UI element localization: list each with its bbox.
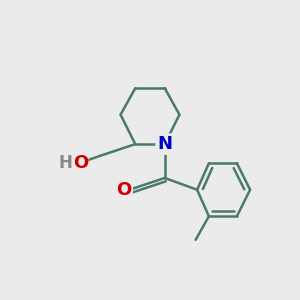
Text: H: H (58, 154, 72, 172)
Text: O: O (73, 154, 88, 172)
Text: N: N (157, 135, 172, 153)
Text: O: O (116, 181, 131, 199)
